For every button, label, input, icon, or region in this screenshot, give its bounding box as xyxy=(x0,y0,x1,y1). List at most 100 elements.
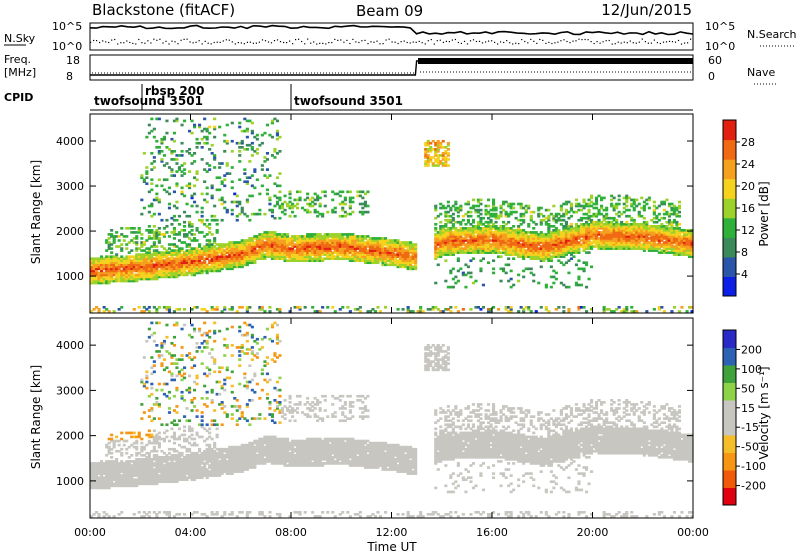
power-cell xyxy=(585,263,589,267)
power-cell xyxy=(497,233,501,236)
power-cell xyxy=(512,202,516,206)
power-cell xyxy=(132,273,136,277)
power-cell xyxy=(92,308,96,311)
power-cell xyxy=(459,233,463,236)
nsearch-dot xyxy=(276,39,279,41)
power-cell xyxy=(107,263,111,267)
power-cell xyxy=(263,233,267,236)
power-cell xyxy=(454,206,458,210)
power-cell xyxy=(647,227,651,230)
power-cell xyxy=(351,245,355,248)
power-cell xyxy=(275,129,280,133)
power-cell xyxy=(562,263,566,267)
power-cell xyxy=(481,283,486,287)
power-cell xyxy=(557,233,561,236)
power-cell xyxy=(590,200,594,204)
power-cell xyxy=(507,306,511,309)
power-cell xyxy=(278,239,282,242)
power-cell xyxy=(366,235,370,238)
power-cell xyxy=(672,220,677,224)
power-cell xyxy=(489,231,493,234)
velocity-cell xyxy=(97,468,101,471)
nsearch-dot xyxy=(331,42,333,44)
power-cell xyxy=(112,261,116,265)
power-cell xyxy=(278,184,282,188)
power-cell xyxy=(286,239,290,242)
power-cell xyxy=(492,204,496,208)
power-cell xyxy=(225,123,229,127)
velocity-cell xyxy=(90,462,94,465)
power-cell xyxy=(243,168,247,171)
power-cell xyxy=(559,237,563,240)
power-cell xyxy=(625,208,629,212)
power-cell xyxy=(476,251,481,254)
power-cell xyxy=(218,251,222,254)
power-cell xyxy=(577,241,581,244)
power-cell xyxy=(137,231,141,234)
power-cell xyxy=(293,243,297,246)
power-cell xyxy=(188,251,192,254)
power-cell xyxy=(600,245,604,248)
power-cell xyxy=(190,223,194,226)
power-cell xyxy=(625,204,629,208)
power-cell xyxy=(683,247,687,250)
power-cell xyxy=(662,200,667,204)
velocity-cell xyxy=(92,480,96,484)
power-cell xyxy=(107,233,111,236)
nsearch-dot xyxy=(466,43,469,45)
power-cell xyxy=(662,245,667,248)
power-cell xyxy=(446,204,450,208)
power-cell xyxy=(147,229,151,232)
power-cell xyxy=(208,164,212,167)
velocity-cell xyxy=(95,472,99,475)
power-cell xyxy=(582,231,586,234)
nsearch-dot xyxy=(99,41,101,44)
power-cell xyxy=(514,229,518,232)
power-cell xyxy=(368,249,373,252)
power-cell xyxy=(308,241,312,244)
power-cell xyxy=(645,220,649,224)
power-cell xyxy=(446,143,450,147)
power-cell xyxy=(341,247,345,250)
power-cell xyxy=(170,257,174,261)
power-cell xyxy=(170,168,174,171)
power-cell xyxy=(547,231,551,234)
power-cell xyxy=(318,310,322,313)
power-cell xyxy=(688,235,692,238)
power-cell xyxy=(263,253,267,256)
power-cell xyxy=(172,190,177,194)
power-cell xyxy=(102,265,106,269)
power-cell xyxy=(688,245,692,248)
power-cell xyxy=(112,271,116,275)
power-cell xyxy=(544,239,548,242)
power-cell xyxy=(180,174,184,177)
power-cell xyxy=(494,237,498,240)
power-cell xyxy=(451,239,455,242)
power-cell xyxy=(213,261,217,265)
power-cell xyxy=(519,218,523,222)
power-cell xyxy=(630,202,634,206)
power-cell xyxy=(140,253,144,256)
power-cell xyxy=(125,257,129,261)
nsearch-tick-bottom: 10^0 xyxy=(705,40,735,53)
power-cell xyxy=(381,237,385,240)
power-cell xyxy=(600,206,604,210)
power-cell xyxy=(233,259,237,263)
power-cell xyxy=(652,308,656,311)
power-cell xyxy=(213,267,217,271)
power-cell xyxy=(585,216,589,220)
power-cell xyxy=(426,308,430,311)
nsearch-dot xyxy=(370,41,372,43)
power-cell xyxy=(373,257,378,261)
power-cell xyxy=(145,275,149,279)
power-cell xyxy=(318,212,322,216)
power-cell xyxy=(675,233,679,236)
power-cell xyxy=(617,198,621,202)
power-cell xyxy=(260,243,264,246)
power-cell xyxy=(120,233,124,236)
power-cell xyxy=(557,243,561,246)
power-cell xyxy=(358,253,362,256)
power-cell xyxy=(439,225,443,228)
power-cell xyxy=(376,253,380,256)
power-cell xyxy=(559,239,563,242)
